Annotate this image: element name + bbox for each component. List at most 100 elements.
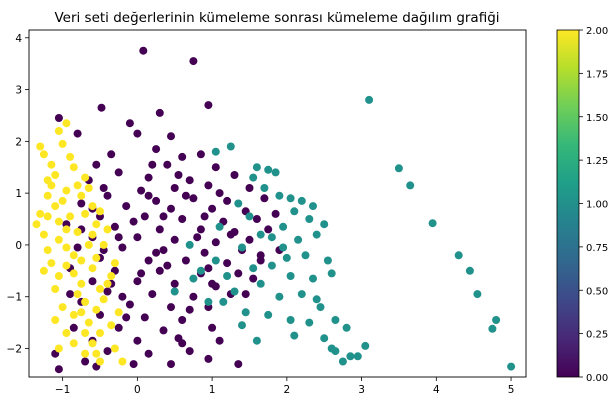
point-cluster-1: [309, 202, 317, 211]
point-cluster-1: [286, 316, 295, 324]
point-cluster-2: [88, 264, 97, 273]
point-cluster-1: [219, 297, 228, 306]
point-cluster-2: [47, 259, 56, 268]
point-cluster-0: [211, 163, 220, 172]
point-cluster-0: [129, 360, 138, 369]
point-cluster-1: [365, 95, 374, 104]
point-cluster-0: [133, 129, 142, 138]
point-cluster-0: [137, 186, 146, 195]
point-cluster-0: [137, 269, 146, 278]
point-cluster-0: [167, 303, 175, 312]
point-cluster-0: [99, 184, 108, 192]
point-cluster-2: [69, 269, 78, 278]
point-cluster-1: [238, 321, 246, 330]
colorbar-tick-label: 2.00: [586, 26, 608, 37]
point-cluster-2: [32, 220, 41, 229]
point-cluster-2: [84, 240, 93, 249]
point-cluster-0: [178, 339, 187, 348]
point-cluster-2: [77, 191, 86, 200]
point-cluster-0: [140, 313, 149, 322]
plot-frame: [28, 29, 527, 378]
point-cluster-0: [140, 212, 149, 221]
point-cluster-1: [320, 334, 329, 343]
point-cluster-2: [62, 225, 71, 234]
point-cluster-0: [103, 191, 112, 200]
point-cluster-2: [88, 202, 97, 211]
point-cluster-2: [96, 357, 104, 366]
point-cluster-2: [62, 119, 71, 128]
point-cluster-2: [43, 212, 52, 221]
point-cluster-0: [260, 194, 269, 203]
point-cluster-1: [256, 230, 265, 239]
point-cluster-1: [316, 303, 325, 312]
point-cluster-2: [92, 349, 101, 358]
point-cluster-1: [170, 287, 179, 296]
point-cluster-0: [139, 46, 148, 55]
point-cluster-2: [43, 191, 52, 200]
point-cluster-2: [69, 310, 78, 319]
point-cluster-0: [208, 323, 217, 332]
point-cluster-1: [252, 163, 261, 172]
point-cluster-2: [66, 152, 75, 161]
point-cluster-2: [103, 225, 112, 234]
point-cluster-0: [185, 305, 194, 314]
point-cluster-0: [245, 184, 254, 192]
point-cluster-2: [73, 290, 82, 299]
point-cluster-1: [297, 196, 306, 205]
point-cluster-0: [159, 326, 168, 335]
y-tick-label: 4: [15, 33, 22, 45]
point-cluster-1: [264, 310, 273, 319]
point-cluster-2: [51, 316, 60, 324]
point-cluster-1: [286, 194, 295, 203]
point-cluster-0: [223, 259, 232, 268]
point-cluster-1: [185, 240, 194, 249]
point-cluster-0: [66, 290, 75, 299]
point-cluster-0: [215, 189, 224, 198]
point-cluster-2: [88, 339, 97, 348]
point-cluster-0: [155, 266, 164, 275]
point-cluster-1: [211, 256, 220, 265]
point-cluster-1: [249, 264, 258, 273]
point-cluster-0: [152, 196, 161, 205]
point-cluster-1: [282, 253, 291, 262]
x-tick-label: 3: [358, 384, 365, 396]
point-cluster-1: [394, 164, 403, 173]
point-cluster-0: [152, 248, 161, 257]
chart-title: Veri seti değerlerinin kümeleme sonrası …: [54, 10, 499, 26]
point-cluster-2: [77, 256, 86, 265]
point-cluster-2: [73, 181, 82, 190]
point-cluster-2: [81, 349, 90, 358]
point-cluster-0: [159, 246, 168, 255]
point-cluster-1: [226, 142, 235, 151]
point-cluster-1: [249, 173, 258, 182]
colorbar-tick-label: 0.50: [586, 286, 608, 297]
point-cluster-2: [51, 171, 60, 179]
point-cluster-0: [204, 354, 213, 363]
point-cluster-2: [62, 329, 71, 337]
point-cluster-2: [54, 217, 63, 226]
point-cluster-2: [81, 329, 90, 337]
y-tick-label: 2: [15, 136, 22, 148]
point-cluster-0: [54, 365, 63, 374]
point-cluster-2: [96, 207, 104, 216]
colorbar-tick-label: 0.75: [586, 243, 608, 254]
point-cluster-0: [245, 235, 254, 244]
point-cluster-0: [73, 243, 82, 252]
point-cluster-0: [181, 191, 190, 200]
point-cluster-0: [211, 238, 220, 247]
point-cluster-1: [264, 165, 273, 174]
point-cluster-0: [170, 279, 179, 288]
x-tick-label: 2: [283, 384, 290, 396]
point-cluster-0: [189, 292, 198, 301]
point-cluster-0: [208, 204, 217, 213]
point-cluster-0: [181, 256, 190, 265]
point-cluster-0: [159, 212, 168, 221]
point-cluster-2: [54, 127, 63, 135]
point-cluster-1: [256, 279, 265, 288]
point-cluster-0: [122, 313, 131, 322]
point-cluster-0: [114, 168, 123, 177]
point-cluster-1: [323, 256, 332, 265]
point-cluster-1: [301, 251, 310, 260]
point-cluster-2: [96, 285, 104, 293]
point-cluster-2: [58, 139, 67, 148]
